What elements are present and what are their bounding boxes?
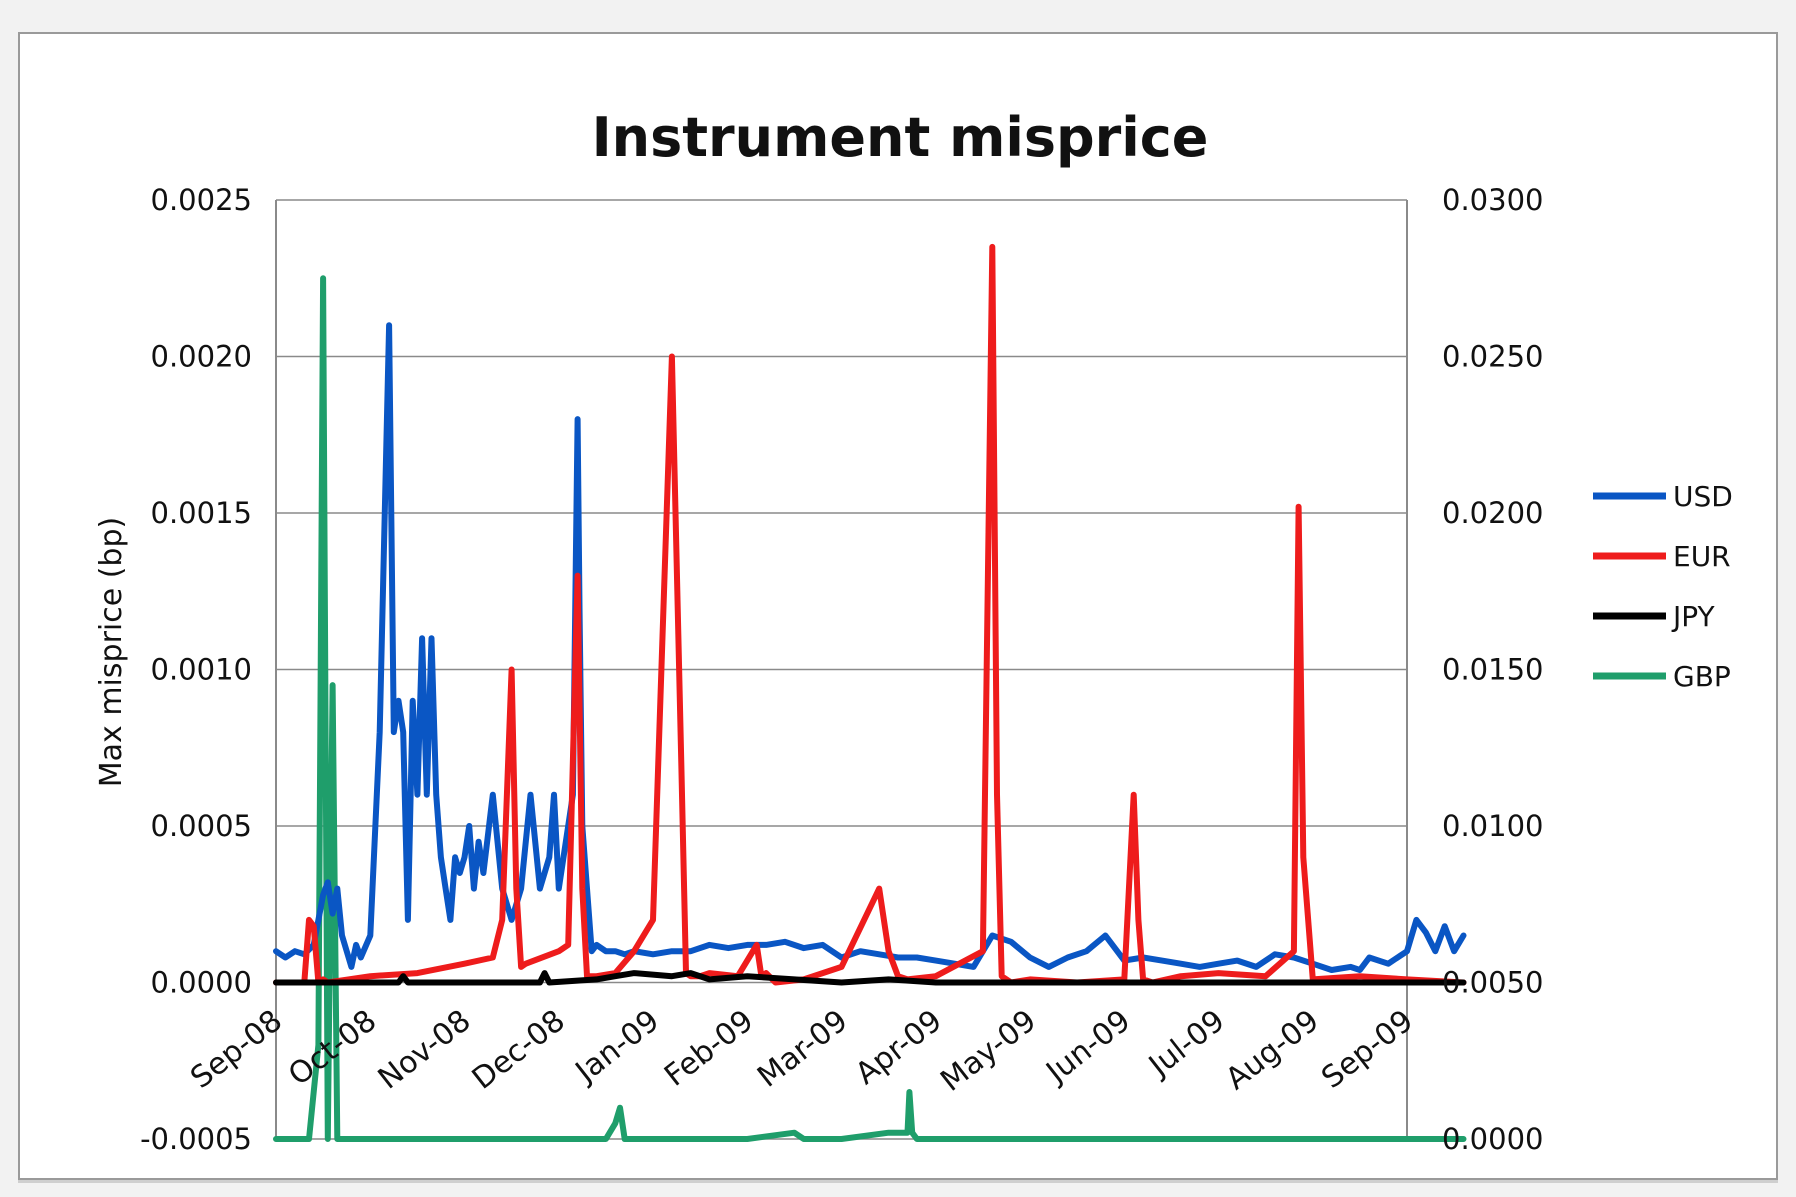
legend-label-gbp: GBP — [1673, 660, 1731, 693]
y2-tick-label: 0.0000 — [1442, 1122, 1543, 1156]
y2-tick-label: 0.0050 — [1442, 966, 1543, 1000]
x-tick-label: Dec-08 — [466, 1003, 572, 1096]
legend-label-eur: EUR — [1673, 540, 1731, 573]
y-tick-label: -0.0005 — [140, 1122, 252, 1156]
legend: USD EUR JPY GBP — [1593, 480, 1733, 693]
x-tick-label: May-09 — [934, 1003, 1043, 1099]
chart-svg: Instrument misprice Max misprice (bp) -0… — [94, 106, 1733, 1156]
series-line-jpy — [273, 970, 1467, 986]
y-tick-label: 0.0000 — [151, 966, 252, 1000]
x-tick-label: Feb-09 — [658, 1003, 760, 1093]
y2-tick-label: 0.0100 — [1442, 809, 1543, 843]
y-tick-label: 0.0025 — [151, 183, 252, 217]
grid-layer — [275, 199, 1408, 1140]
x-tick-label: Jun-09 — [1039, 1003, 1138, 1091]
y-axis-label: Max misprice (bp) — [94, 517, 129, 787]
x-tick-label: Jul-09 — [1141, 1003, 1231, 1084]
y2-tick-label: 0.0150 — [1442, 653, 1543, 687]
chart-title: Instrument misprice — [592, 106, 1209, 169]
y-tick-label: 0.0010 — [151, 653, 252, 687]
series-line-usd — [273, 322, 1467, 973]
x-tick-label: Aug-09 — [1219, 1003, 1325, 1097]
legend-label-jpy: JPY — [1671, 600, 1716, 633]
y-tick-label: 0.0015 — [151, 496, 252, 530]
series-line-gbp — [273, 275, 1467, 1142]
left-tick-labels: -0.0005 0.0000 0.0005 0.0010 0.0015 0.0020 0.0… — [140, 183, 252, 1156]
series-layer — [273, 243, 1467, 1142]
chart-frame: Instrument misprice Max misprice (bp) -0… — [18, 32, 1778, 1180]
x-tick-label: Jan-09 — [568, 1003, 666, 1090]
x-tick-label: Oct-08 — [282, 1003, 383, 1093]
y-tick-label: 0.0020 — [151, 340, 252, 374]
x-tick-label: Nov-08 — [372, 1003, 478, 1096]
right-tick-labels: 0.0000 0.0050 0.0100 0.0150 0.0200 0.0250 0.03… — [1442, 183, 1543, 1156]
x-tick-label: Sep-08 — [184, 1003, 289, 1096]
x-tick-label: Apr-09 — [849, 1003, 949, 1092]
x-tick-labels: Sep-08Oct-08Nov-08Dec-08Jan-09Feb-09Mar-… — [184, 1003, 1420, 1099]
y-tick-label: 0.0005 — [151, 809, 252, 843]
y2-tick-label: 0.0250 — [1442, 340, 1543, 374]
x-tick-label: Sep-09 — [1315, 1003, 1420, 1096]
legend-label-usd: USD — [1673, 480, 1733, 513]
x-tick-label: Mar-09 — [751, 1003, 854, 1094]
y2-tick-label: 0.0300 — [1442, 183, 1543, 217]
y2-tick-label: 0.0200 — [1442, 496, 1543, 530]
